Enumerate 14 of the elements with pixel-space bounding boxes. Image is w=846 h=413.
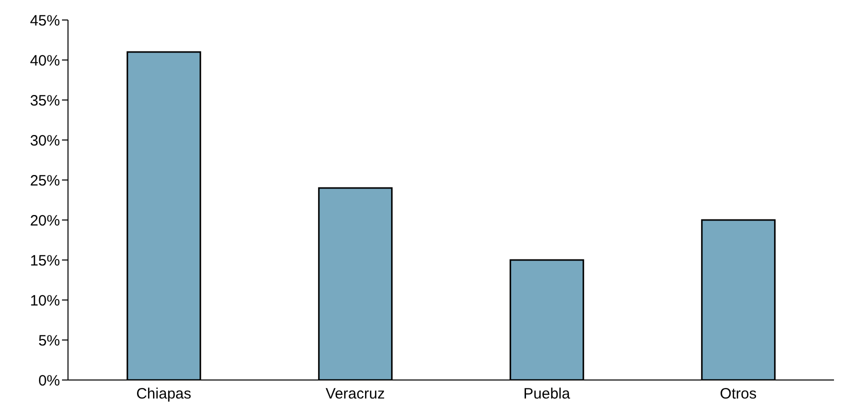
y-tick-label: 20% [30, 212, 60, 230]
x-tick-label: Otros [720, 386, 757, 403]
y-tick-label: 40% [30, 52, 60, 70]
x-tick-label: Chiapas [136, 386, 192, 403]
y-tick-label: 10% [30, 292, 60, 310]
x-tick-label: Puebla [523, 386, 571, 403]
y-tick-label: 25% [30, 172, 60, 190]
y-tick-label: 35% [30, 92, 60, 110]
y-tick-label: 15% [30, 252, 60, 270]
y-tick-label: 30% [30, 132, 60, 150]
y-tick-label: 0% [38, 372, 60, 390]
x-tick-label: Veracruz [326, 386, 385, 403]
y-tick-label: 45% [30, 12, 60, 30]
y-tick-label: 5% [38, 332, 60, 350]
